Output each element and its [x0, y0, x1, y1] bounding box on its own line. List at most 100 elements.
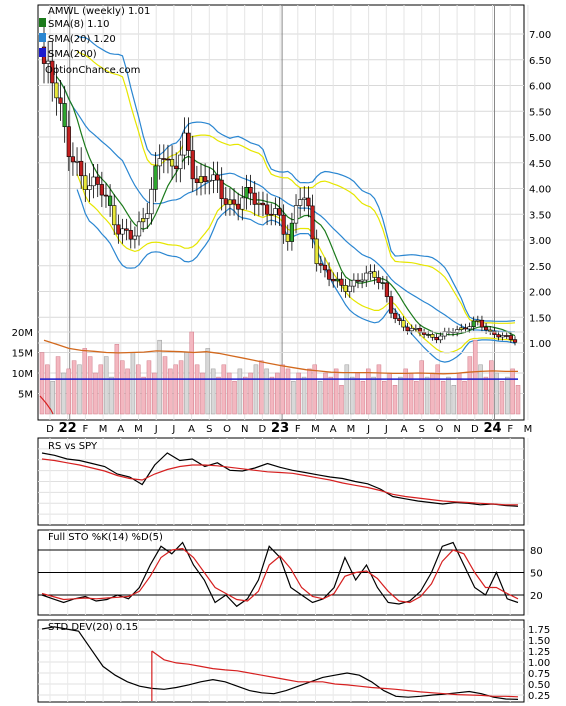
volume-bar [168, 368, 173, 415]
month-label: J [171, 424, 175, 435]
sto-tick-label: 20 [530, 591, 543, 602]
volume-bar [312, 364, 318, 415]
month-label: A [401, 424, 408, 435]
price-candle [128, 230, 133, 240]
price-candle [355, 279, 361, 282]
volume-bar [216, 376, 221, 415]
volume-bar [382, 380, 387, 415]
volume-bar [307, 368, 312, 415]
price-tick-label: 6.00 [529, 82, 551, 93]
price-candle [496, 334, 501, 338]
sto-k-line [41, 541, 519, 608]
rs-average-line [41, 458, 518, 506]
volume-bar [61, 372, 66, 415]
volume-bar [242, 376, 248, 415]
price-candle [310, 205, 315, 240]
sma20-line [59, 81, 516, 333]
volume-bar [109, 376, 114, 415]
month-label: A [330, 424, 337, 435]
price-candle [83, 175, 88, 190]
month-label: D [471, 424, 479, 435]
price-candle [190, 150, 195, 180]
price-candle [70, 156, 76, 163]
month-label: S [206, 424, 212, 435]
month-label: D [259, 424, 267, 435]
month-label: M [134, 424, 143, 435]
price-candle [364, 272, 369, 281]
price-candle [186, 132, 191, 151]
volume-bar [152, 372, 157, 415]
std-average-line [151, 650, 519, 698]
price-candle [479, 319, 485, 328]
volume-tick-label: 15M [12, 349, 33, 360]
std-tick-label: 1.00 [528, 658, 550, 669]
legend-sma200-label: SMA(200) [48, 49, 97, 60]
month-label: 24 [483, 421, 501, 436]
legend-sma8-label: SMA(8) 1.10 [48, 19, 109, 30]
price-candle [397, 318, 402, 321]
price-candle [293, 205, 299, 224]
price-candle [223, 198, 228, 205]
price-tick-label: 1.50 [529, 313, 551, 324]
month-label: N [453, 424, 460, 435]
price-candle [74, 160, 80, 163]
price-candle [141, 218, 146, 223]
upper-envelope-line [76, 51, 516, 324]
price-candle [380, 282, 385, 284]
price-candle [112, 205, 117, 226]
volume-bar [66, 368, 71, 415]
volume-bar [510, 368, 515, 415]
volume-bar [119, 360, 125, 415]
sto-panel: 80 50 20 [37, 529, 543, 616]
price-candle [157, 158, 162, 167]
price-candle [504, 335, 509, 337]
price-candle [273, 208, 278, 215]
volume-bar [103, 356, 109, 415]
volume-bar [440, 380, 446, 415]
volume-bar [494, 372, 499, 415]
price-candle [260, 202, 266, 206]
month-label: M [311, 424, 320, 435]
price-candle [50, 60, 55, 84]
month-label: A [188, 424, 195, 435]
price-candle [103, 194, 109, 197]
price-candle [331, 278, 336, 282]
price-candle [132, 235, 137, 240]
volume-bar [467, 356, 473, 415]
price-candle [488, 329, 493, 332]
price-candle [99, 184, 104, 196]
price-candle [87, 185, 92, 190]
price-candle [500, 335, 505, 338]
volume-bar [55, 356, 61, 415]
price-candle [227, 199, 233, 205]
volume-bar [360, 380, 366, 415]
price-candle [136, 221, 142, 237]
price-candle [376, 277, 381, 283]
std-line [41, 626, 519, 700]
volume-bar [424, 376, 430, 415]
volume-tick-label: 5M [18, 390, 33, 401]
price-candle [194, 178, 199, 183]
std-frame [37, 619, 525, 703]
volume-tick-label: 20M [12, 328, 33, 339]
price-candle [483, 326, 489, 331]
volume-bar [141, 376, 146, 415]
price-candle [277, 208, 282, 216]
price-candle [281, 214, 286, 235]
price-candle [372, 271, 377, 278]
price-candle [508, 335, 513, 340]
volume-bar [462, 380, 467, 415]
volume-bar [136, 364, 141, 415]
month-label: D [46, 424, 54, 435]
price-candle [285, 233, 290, 242]
price-candle [347, 285, 352, 292]
volume-bar [419, 360, 424, 415]
volume-bar [87, 356, 93, 415]
volume-bar [178, 360, 184, 415]
price-candle [426, 334, 431, 336]
volume-bar [371, 376, 376, 415]
price-candle [314, 238, 319, 265]
price-candle [422, 332, 427, 335]
volume-bar [146, 360, 152, 415]
price-tick-label: 2.50 [529, 262, 551, 273]
